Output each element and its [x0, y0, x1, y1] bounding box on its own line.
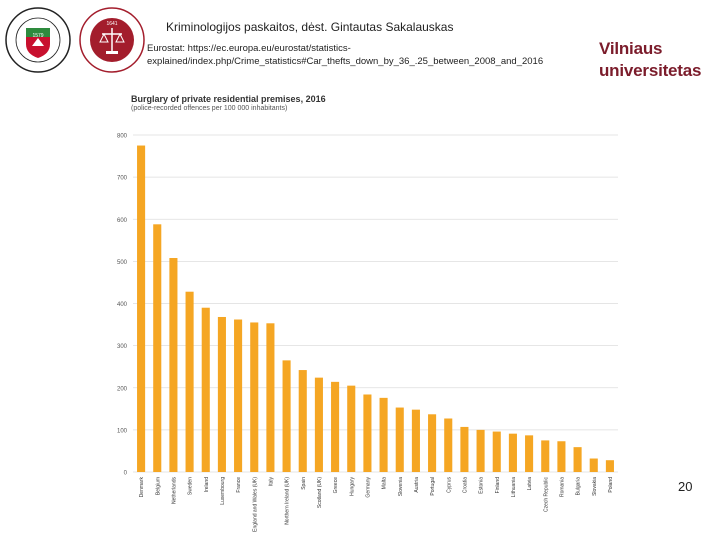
- x-tick-label: Poland: [608, 477, 614, 493]
- chart-subtitle: (police-recorded offences per 100 000 in…: [131, 105, 288, 112]
- x-tick-label: Croatia: [462, 477, 468, 493]
- x-tick-label: Netherlands: [171, 477, 177, 504]
- x-tick-label: Estonia: [479, 477, 485, 494]
- bar-france: [234, 319, 243, 472]
- y-tick-label: 300: [117, 344, 128, 350]
- bar-bulgaria: [573, 447, 582, 472]
- x-tick-label: Slovakia: [592, 477, 598, 496]
- bar-netherlands: [169, 258, 178, 472]
- x-tick-label: Belgium: [155, 477, 161, 495]
- chart-title: Burglary of private residential premises…: [131, 94, 326, 104]
- bar-hungary: [347, 385, 356, 472]
- x-tick-label: Bulgaria: [576, 477, 582, 496]
- y-tick-label: 700: [117, 176, 128, 182]
- bar-greece: [331, 381, 340, 472]
- y-tick-label: 500: [117, 260, 128, 266]
- bar-portugal: [428, 414, 437, 472]
- x-tick-label: Lithuania: [511, 477, 517, 498]
- bar-scotland-uk: [314, 377, 323, 472]
- bar-latvia: [525, 435, 534, 472]
- x-tick-label: England and Wales (UK): [252, 477, 258, 532]
- svg-text:1579: 1579: [32, 33, 43, 39]
- x-tick-label: Scotland (UK): [317, 477, 323, 508]
- y-tick-label: 100: [117, 428, 128, 434]
- x-tick-label: Malta: [382, 477, 388, 489]
- y-tick-label: 600: [117, 218, 128, 224]
- knight-icon: [32, 38, 44, 46]
- bar-croatia: [460, 426, 469, 472]
- bar-northern-ireland-uk: [282, 360, 291, 472]
- x-tick-label: Romania: [559, 477, 565, 497]
- x-tick-label: Germany: [365, 477, 371, 498]
- y-tick-label: 0: [124, 471, 128, 477]
- x-tick-label: Hungary: [349, 477, 355, 496]
- x-tick-label: Denmark: [139, 477, 145, 498]
- x-tick-label: Portugal: [430, 477, 436, 496]
- page-number: 20: [678, 479, 693, 494]
- bar-austria: [411, 409, 420, 472]
- y-tick-label: 200: [117, 386, 128, 392]
- x-tick-label: Greece: [333, 477, 339, 494]
- vilnius-university-seal-logo: 1579: [5, 7, 71, 73]
- bar-romania: [557, 441, 566, 472]
- x-tick-label: Northern Ireland (UK): [285, 477, 291, 525]
- x-tick-label: Italy: [268, 477, 274, 487]
- law-faculty-seal-logo: 1641: [79, 7, 145, 73]
- x-tick-label: Cyprus: [446, 477, 452, 493]
- vilnius-university-wordmark: Vilniaus universitetas: [599, 38, 701, 82]
- x-tick-label: France: [236, 477, 242, 493]
- x-tick-label: Austria: [414, 477, 420, 493]
- bar-belgium: [153, 224, 162, 472]
- source-link[interactable]: Eurostat: https://ec.europa.eu/eurostat/…: [147, 43, 544, 67]
- bar-italy: [266, 323, 275, 472]
- y-tick-label: 800: [117, 134, 128, 140]
- bar-denmark: [137, 145, 146, 472]
- bar-malta: [379, 397, 388, 472]
- x-tick-label: Luxembourg: [220, 477, 226, 505]
- y-tick-label: 400: [117, 302, 128, 308]
- bar-lithuania: [508, 433, 517, 472]
- bar-poland: [605, 460, 614, 472]
- bar-germany: [363, 394, 372, 472]
- bar-czech-republic: [541, 440, 550, 472]
- green-band-icon: [26, 28, 50, 37]
- bar-spain: [298, 370, 307, 472]
- bar-sweden: [185, 291, 194, 472]
- bar-cyprus: [444, 418, 453, 472]
- x-tick-label: Sweden: [188, 477, 194, 495]
- x-tick-label: Slovenia: [398, 477, 404, 496]
- x-tick-label: Latvia: [527, 477, 533, 491]
- wordmark-line1: Vilniaus: [599, 39, 663, 58]
- bar-estonia: [476, 429, 485, 472]
- x-tick-label: Ireland: [204, 477, 210, 493]
- x-tick-label: Finland: [495, 477, 501, 494]
- bar-ireland: [201, 307, 210, 472]
- wordmark-line2: universitetas: [599, 61, 702, 80]
- bar-slovenia: [395, 407, 404, 472]
- x-tick-label: Czech Republic: [543, 477, 549, 513]
- lecture-header: Kriminologijos paskaitos, dėst. Gintauta…: [166, 20, 454, 34]
- bar-luxembourg: [217, 316, 226, 472]
- bar-england-and-wales-uk: [250, 322, 259, 472]
- bar-slovakia: [589, 458, 598, 472]
- svg-text:1641: 1641: [106, 21, 117, 27]
- bar-finland: [492, 431, 501, 472]
- x-tick-label: Spain: [301, 477, 307, 490]
